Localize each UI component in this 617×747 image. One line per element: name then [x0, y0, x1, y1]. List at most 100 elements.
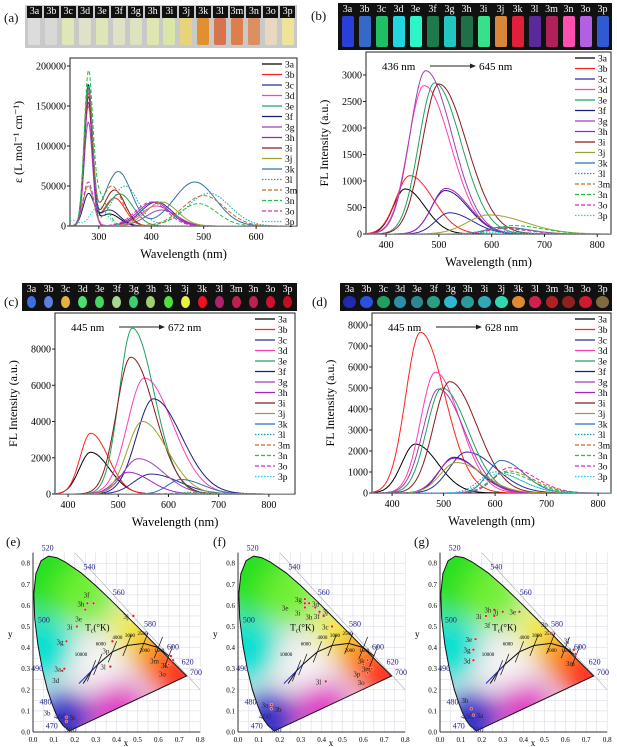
temperature-label: 2000: [345, 649, 356, 654]
y-tick-label: 0.0: [428, 729, 437, 737]
cie-point-3f: [322, 614, 326, 618]
cie-point-label: 3p: [541, 621, 549, 629]
x-tick-label: 500: [111, 500, 126, 511]
arrow-head-icon: [470, 63, 476, 69]
sample-label: 3o: [580, 284, 591, 295]
sample-swatch: [478, 296, 491, 308]
legend-label: 3k: [598, 160, 608, 170]
cie-diagram-g: 0.00.0 0.1 0.1 0.2 0.2 0.3 0.3 0.4 0.4 0.5 0.5 0.6 0…: [415, 544, 612, 747]
legend-label: 3g: [598, 379, 608, 389]
sample-swatch: [460, 16, 473, 47]
sample-3l: 3l: [527, 4, 542, 49]
y-tick-label: 0.2: [21, 686, 30, 694]
sample-swatch: [444, 296, 457, 308]
sample-swatch: [562, 296, 576, 308]
sample-3p: 3p: [595, 4, 610, 49]
sample-label: 3g: [444, 4, 455, 15]
isotherm-tick: [93, 653, 103, 676]
sample-label: 3d: [395, 284, 406, 295]
series-line-3g: [366, 70, 611, 234]
wavelength-label: 460: [54, 712, 66, 721]
sample-3e: 3e: [408, 4, 423, 49]
legend-label: 3n: [285, 197, 295, 207]
temperature-label: 2500: [545, 632, 556, 637]
cie-point-label: 3a: [54, 666, 62, 674]
sample-swatch: [248, 296, 258, 308]
sample-3j: 3j: [494, 284, 509, 310]
legend-label: 3p: [598, 473, 608, 483]
sample-label: 3h: [461, 4, 472, 15]
y-tick-label: 2000: [348, 446, 368, 457]
chart-d: 400 500 600 700 8000100020003000400050006000…: [323, 312, 612, 528]
cie-point-3k: [365, 658, 370, 662]
blue-isotherm-line: [485, 664, 506, 684]
sample-3o: 3o: [578, 4, 593, 49]
sample-swatch: [180, 296, 190, 308]
annotation-start: 445 nm: [71, 322, 105, 334]
series-line-3i: [55, 356, 295, 494]
blue-isotherm-line: [78, 664, 99, 684]
series-line-3f: [366, 189, 611, 234]
wavelength-label: 500: [445, 615, 457, 624]
cie-point-label: 3f: [314, 613, 321, 621]
sample-label: 3d: [77, 284, 88, 295]
series-line-3i: [372, 381, 611, 493]
sample-label: 3m: [545, 4, 558, 15]
x-tick-label: 0.1: [457, 736, 466, 744]
sample-swatch: [341, 16, 354, 47]
isotherm-tick: [327, 634, 337, 657]
sample-label: 3l: [215, 284, 224, 295]
cie-point-label: 3h: [484, 607, 492, 615]
powder-photo-strip-c: 3a 3b 3c 3d 3e 3f 3g 3h 3i 3j 3k 3l 3m 3n 3o 3p: [22, 283, 297, 311]
sample-3m: 3m: [229, 6, 245, 47]
isotherm-tick: [344, 632, 354, 655]
chart-c: 400 500 600 700 80002000400060008000Waveleng…: [6, 312, 296, 529]
series-line-3d: [372, 371, 611, 493]
y-tick-label: 0.1: [226, 707, 235, 715]
wavelength-label: 480: [447, 698, 459, 707]
wavelength-label: 600: [574, 643, 586, 652]
temperature-label: 6000: [96, 642, 107, 647]
y-tick-label: 0.1: [21, 707, 30, 715]
sample-label: 3b: [359, 4, 370, 15]
y-tick-label: 5000: [348, 383, 368, 394]
sample-label: 3o: [263, 6, 279, 18]
x-tick-label: 0.2: [70, 736, 79, 744]
x-tick-label: 0.6: [359, 736, 368, 744]
cie-diagram-f: 0.00.0 0.1 0.1 0.2 0.2 0.3 0.3 0.4 0.4 0.5 0.5 0.6 0…: [213, 544, 410, 747]
sample-swatch: [579, 16, 592, 47]
sample-swatch: [146, 18, 159, 45]
chart-a: 300 400 500 600 0 50000 100000 150000 200000 Wave…: [11, 57, 298, 261]
x-tick-label: 700: [537, 240, 552, 251]
sample-label: 3i: [164, 284, 172, 295]
sample-swatch: [596, 16, 609, 47]
wavelength-label: 600: [167, 643, 179, 652]
sample-label: 3k: [195, 6, 211, 18]
cie-point-label: 3m: [566, 660, 576, 668]
sample-3g: 3g: [443, 284, 458, 310]
sample-swatch: [28, 18, 41, 45]
sample-label: 3a: [27, 6, 42, 18]
wavelength-label: 520: [449, 544, 461, 553]
sample-3i: 3i: [476, 4, 491, 49]
sample-3m: 3m: [229, 284, 244, 310]
cie-point-3e: [83, 608, 87, 612]
annotation-end: 672 nm: [168, 322, 202, 334]
legend-label: 3e: [598, 358, 607, 368]
sample-label: 3p: [282, 284, 293, 295]
x-tick-label: 300: [91, 232, 106, 243]
sample-label: 3p: [597, 284, 608, 295]
x-tick-label: 400: [385, 499, 400, 510]
temperature-label: 10000: [75, 653, 88, 658]
series-line-3j: [55, 420, 295, 494]
legend-label: 3m: [598, 442, 611, 452]
legend-label: 3j: [285, 155, 292, 165]
legend-label: 3k: [285, 166, 295, 176]
x-tick-label: 0.8: [196, 736, 205, 744]
y-tick-label: 3000: [342, 71, 362, 82]
y-tick-label: 0.6: [21, 602, 30, 610]
temperature-label: 4000: [519, 636, 530, 641]
cie-point-3f: [92, 601, 96, 605]
y-tick-label: 0.8: [428, 560, 437, 568]
x-tick-label: 600: [249, 232, 264, 243]
